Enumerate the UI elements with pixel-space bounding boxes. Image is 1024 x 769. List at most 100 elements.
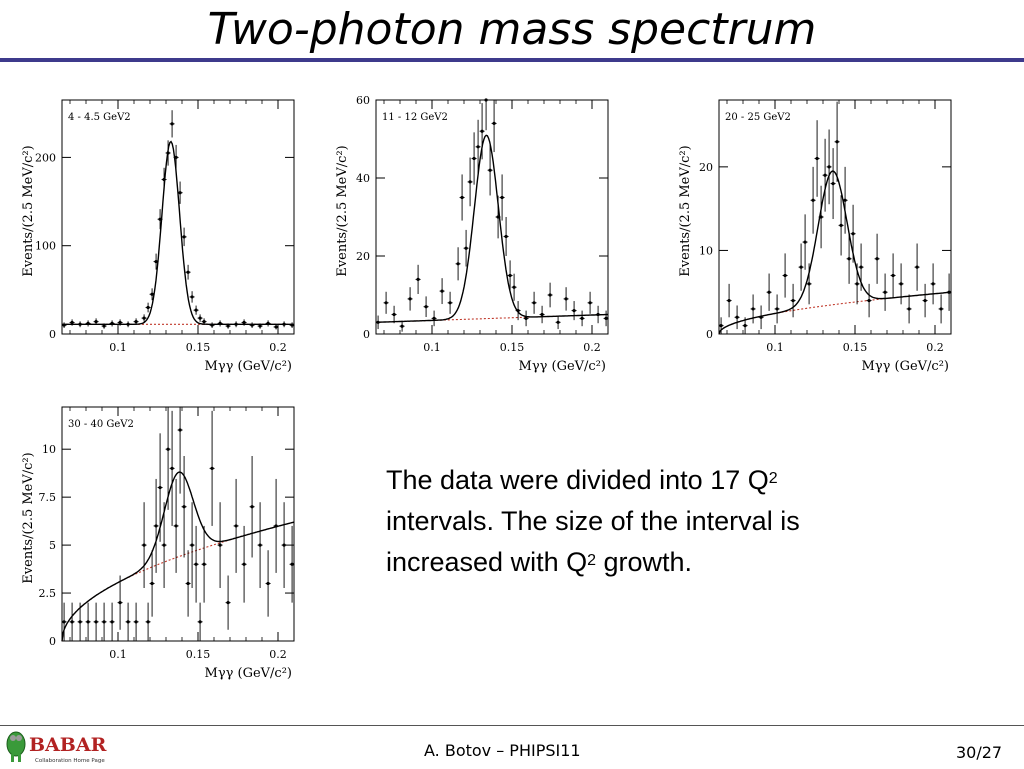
data-point xyxy=(803,240,807,244)
data-point xyxy=(416,277,420,281)
x-axis-label: Mγγ (GeV/c²) xyxy=(862,359,949,374)
data-point xyxy=(492,121,496,125)
x-axis-label: Mγγ (GeV/c²) xyxy=(519,359,606,374)
data-point xyxy=(94,320,98,324)
y-tick-label: 7.5 xyxy=(39,491,57,504)
data-point xyxy=(440,289,444,293)
data-point xyxy=(218,543,222,547)
data-point xyxy=(126,322,130,326)
plot-frame xyxy=(61,406,295,642)
plot-frame xyxy=(375,99,609,335)
data-point xyxy=(811,198,815,202)
data-point xyxy=(210,323,214,327)
data-point xyxy=(142,543,146,547)
data-point xyxy=(62,323,66,327)
x-tick-label: 0.2 xyxy=(269,648,287,661)
data-point xyxy=(915,265,919,269)
title-divider xyxy=(0,58,1024,62)
data-point xyxy=(512,285,516,289)
data-point xyxy=(78,322,82,326)
body-line-1: The data were divided into 17 Q2 xyxy=(386,460,946,501)
data-point xyxy=(226,601,230,605)
data-point xyxy=(596,312,600,317)
data-point xyxy=(468,180,472,184)
y-tick-label: 0 xyxy=(49,328,56,341)
babar-logo[interactable]: BABAR Collaboration Home Page xyxy=(2,729,114,765)
y-tick-label: 2.5 xyxy=(39,587,57,600)
data-point xyxy=(162,177,166,182)
data-point xyxy=(488,168,492,172)
data-point xyxy=(234,322,238,326)
y-tick-label: 100 xyxy=(35,240,56,253)
x-tick-label: 0.15 xyxy=(186,648,211,661)
signal-fit-curve xyxy=(376,134,608,323)
data-point xyxy=(588,301,592,305)
data-point xyxy=(118,320,122,325)
body-line-3: increased with Q2 growth. xyxy=(386,542,946,583)
data-point xyxy=(572,309,576,313)
data-point xyxy=(242,320,246,325)
x-tick-label: 0.15 xyxy=(500,341,525,354)
y-tick-label: 20 xyxy=(356,250,370,263)
y-tick-label: 10 xyxy=(42,443,56,456)
signal-fit-curve xyxy=(718,170,952,335)
babar-logo-graphic: BABAR Collaboration Home Page xyxy=(6,731,107,764)
data-point xyxy=(86,620,90,624)
data-point xyxy=(819,215,823,219)
data-point xyxy=(775,307,779,311)
data-point xyxy=(883,290,887,294)
y-axis-label: Events/(2.5 MeV/c²) xyxy=(335,145,350,276)
data-point xyxy=(947,290,951,294)
data-point xyxy=(250,323,254,327)
data-point xyxy=(743,324,747,328)
data-point xyxy=(384,301,388,305)
data-point xyxy=(604,316,608,320)
data-point xyxy=(118,601,122,605)
data-point xyxy=(194,562,198,566)
data-point xyxy=(424,305,428,309)
data-point xyxy=(548,293,552,297)
body-line-2: intervals. The size of the interval is xyxy=(386,506,800,536)
data-point xyxy=(194,308,198,312)
footer-divider xyxy=(0,725,1024,726)
plot-panel-1: 0.1 0.15 0.2 0 100 200 4 - 4.5 GeV2 Mγγ (GeV/c²… xyxy=(18,96,302,378)
data-point xyxy=(827,165,831,169)
y-tick-label: 40 xyxy=(356,172,370,185)
data-point xyxy=(735,315,739,319)
data-point xyxy=(258,543,262,547)
y-axis-label: Events/(2.5 MeV/c²) xyxy=(21,452,36,583)
data-point xyxy=(815,156,819,161)
q2-superscript-1: 2 xyxy=(768,470,778,487)
y-tick-label: 60 xyxy=(356,96,370,107)
data-point xyxy=(504,234,508,239)
data-point xyxy=(86,321,90,326)
plot-title: 11 - 12 GeV2 xyxy=(382,112,448,123)
mass-spectrum-chart-1: 0.1 0.15 0.2 0 100 200 4 - 4.5 GeV2 Mγγ (GeV/c²… xyxy=(21,99,295,374)
body-line-1-text: The data were divided into 17 Q xyxy=(386,465,769,495)
q2-superscript-2: 2 xyxy=(587,552,596,569)
data-point xyxy=(851,232,855,236)
signal-fit-curve xyxy=(62,140,294,325)
data-point xyxy=(484,98,488,102)
slide-body-text: The data were divided into 17 Q2 interva… xyxy=(386,460,946,583)
body-line-3-end: growth. xyxy=(596,547,693,577)
data-point xyxy=(250,505,254,509)
data-point xyxy=(516,309,520,313)
x-tick-label: 0.2 xyxy=(269,341,287,354)
data-point xyxy=(266,321,270,326)
data-point xyxy=(831,181,835,186)
plot-title: 4 - 4.5 GeV2 xyxy=(68,112,131,123)
data-point xyxy=(859,265,863,269)
data-point xyxy=(480,129,484,133)
data-point xyxy=(456,262,460,266)
data-point xyxy=(150,292,154,296)
data-point xyxy=(855,282,859,286)
y-tick-label: 0 xyxy=(706,328,713,341)
data-point xyxy=(110,321,114,326)
data-point xyxy=(556,320,560,324)
footer-author: A. Botov – PHIPSI11 xyxy=(424,741,581,760)
data-point xyxy=(807,282,811,286)
logo-subtitle: Collaboration Home Page xyxy=(35,758,105,764)
data-point xyxy=(274,524,278,528)
slide-title: Two-photon mass spectrum xyxy=(207,4,817,55)
